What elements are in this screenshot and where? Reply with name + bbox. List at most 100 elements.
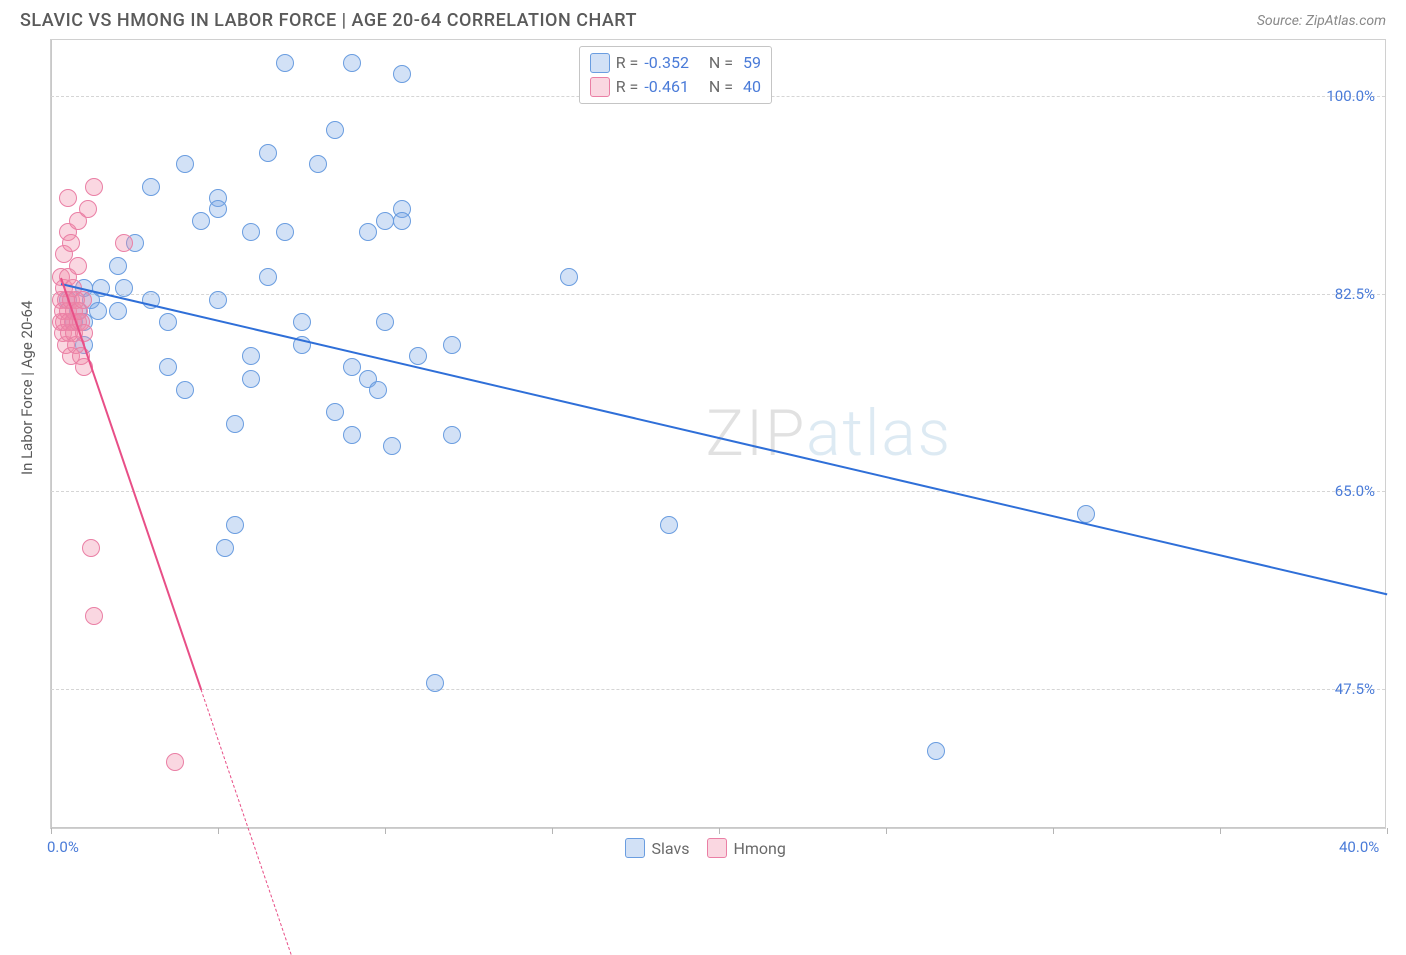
gridline [51,491,1385,492]
legend-swatch [707,838,727,858]
legend-r-value: -0.461 [644,75,689,99]
legend-n-value: 40 [739,75,761,99]
scatter-point [326,403,344,421]
scatter-point [259,144,277,162]
legend-n-label: N = [709,75,733,99]
scatter-point [343,426,361,444]
scatter-point [115,279,133,297]
gridline [51,689,1385,690]
x-tick [1053,828,1054,834]
legend-n-label: N = [709,51,733,75]
legend-swatch [625,838,645,858]
correlation-legend: R = -0.352 N = 59R = -0.461 N = 40 [579,46,772,104]
scatter-point [359,223,377,241]
y-axis-title: In Labor Force | Age 20-64 [18,300,36,474]
watermark: ZIPatlas [706,396,952,471]
scatter-point [85,607,103,625]
legend-row: R = -0.461 N = 40 [590,75,761,99]
scatter-point [242,370,260,388]
scatter-point [443,426,461,444]
scatter-point [409,347,427,365]
scatter-point [82,539,100,557]
x-tick [218,828,219,834]
x-tick [552,828,553,834]
scatter-point [209,291,227,309]
scatter-point [326,121,344,139]
scatter-point [560,268,578,286]
scatter-point [426,674,444,692]
regression-line [61,283,1387,595]
x-tick [719,828,720,834]
scatter-point [369,381,387,399]
scatter-point [216,539,234,557]
scatter-point [343,54,361,72]
scatter-point [79,200,97,218]
regression-line [60,278,202,691]
y-tick-label: 100.0% [1326,87,1375,105]
legend-r-value: -0.352 [644,51,689,75]
legend-item: Hmong [707,838,785,858]
legend-row: R = -0.352 N = 59 [590,51,761,75]
scatter-point [159,313,177,331]
scatter-point [276,54,294,72]
scatter-point [927,742,945,760]
legend-swatch [590,77,610,97]
scatter-point [443,336,461,354]
scatter-point [226,415,244,433]
scatter-point [109,257,127,275]
scatter-point [109,302,127,320]
scatter-point [660,516,678,534]
scatter-point [85,178,103,196]
scatter-point [166,753,184,771]
correlation-chart: 47.5%65.0%82.5%100.0%0.0%40.0%ZIPatlasR … [50,39,1386,829]
scatter-point [209,200,227,218]
scatter-point [242,347,260,365]
source-label: Source: ZipAtlas.com [1257,13,1386,29]
scatter-point [89,302,107,320]
x-tick-label: 0.0% [47,838,79,856]
scatter-point [1077,505,1095,523]
legend-r-label: R = [616,75,639,99]
y-tick-label: 47.5% [1335,680,1375,698]
scatter-point [115,234,133,252]
scatter-point [192,212,210,230]
legend-item: Slavs [625,838,689,858]
x-axis-line [51,827,1385,828]
scatter-point [69,257,87,275]
x-tick-label: 40.0% [1339,838,1379,856]
series-legend: Slavs Hmong [625,838,785,858]
y-axis-line [51,40,52,828]
scatter-point [142,178,160,196]
scatter-point [242,223,260,241]
legend-label: Slavs [651,839,689,858]
x-tick [1387,828,1388,834]
scatter-point [376,313,394,331]
y-tick-label: 82.5% [1335,285,1375,303]
y-tick-label: 65.0% [1335,482,1375,500]
scatter-point [276,223,294,241]
x-tick [886,828,887,834]
scatter-point [393,212,411,230]
chart-title: SLAVIC VS HMONG IN LABOR FORCE | AGE 20-… [20,10,637,31]
scatter-point [293,313,311,331]
x-tick [1220,828,1221,834]
gridline [51,294,1385,295]
legend-n-value: 59 [739,51,761,75]
scatter-point [59,189,77,207]
scatter-point [343,358,361,376]
scatter-point [226,516,244,534]
scatter-point [393,65,411,83]
scatter-point [176,155,194,173]
scatter-point [259,268,277,286]
legend-label: Hmong [733,839,785,858]
scatter-point [74,291,92,309]
scatter-point [383,437,401,455]
legend-swatch [590,53,610,73]
legend-r-label: R = [616,51,639,75]
scatter-point [376,212,394,230]
scatter-point [159,358,177,376]
scatter-point [62,234,80,252]
x-tick [385,828,386,834]
scatter-point [309,155,327,173]
regression-line [201,689,292,955]
